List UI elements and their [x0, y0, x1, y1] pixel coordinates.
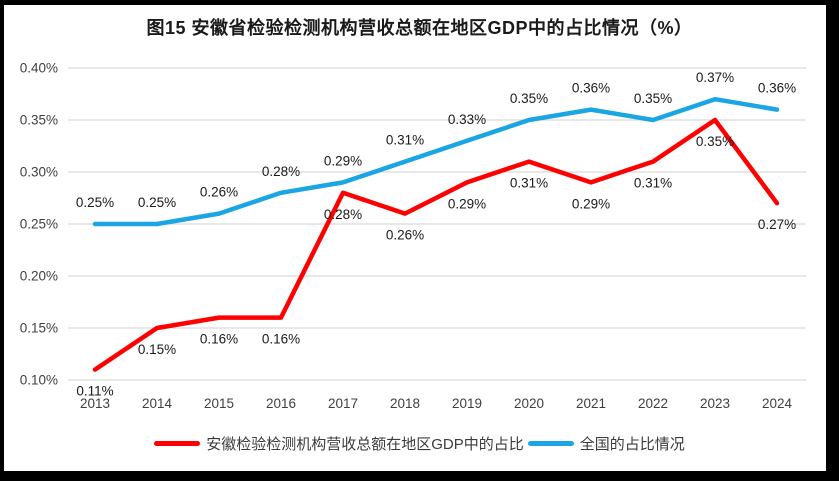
- y-axis-tick-label: 0.20%: [20, 269, 58, 284]
- data-point-label: 0.31%: [634, 176, 672, 191]
- x-axis-tick-label: 2015: [204, 396, 234, 411]
- legend-item-national: 全国的占比情况: [527, 433, 685, 454]
- x-axis-tick-label: 2024: [762, 396, 793, 411]
- legend-label-national: 全国的占比情况: [579, 436, 685, 453]
- data-point-label: 0.11%: [76, 384, 113, 399]
- data-point-label: 0.35%: [510, 91, 548, 106]
- data-point-label: 0.26%: [386, 228, 424, 243]
- x-axis-tick-label: 2022: [638, 396, 668, 411]
- anhui-series-line: [92, 117, 780, 372]
- x-axis-tick-label: 2020: [514, 396, 544, 411]
- data-point-label: 0.29%: [572, 196, 610, 211]
- data-point-label: 0.16%: [200, 332, 238, 347]
- data-point-label: 0.28%: [324, 207, 362, 222]
- data-point-label: 0.16%: [262, 332, 300, 347]
- y-axis-tick-label: 0.30%: [20, 165, 58, 180]
- data-point-label: 0.36%: [758, 81, 796, 96]
- y-axis-tick-label: 0.35%: [20, 113, 58, 128]
- x-axis-tick-label: 2014: [142, 396, 173, 411]
- data-point-label: 0.36%: [572, 81, 610, 96]
- legend-label-anhui: 安徽检验检测机构营收总额在地区GDP中的占比: [206, 436, 524, 453]
- data-point-label: 0.26%: [200, 185, 238, 200]
- y-axis-tick-label: 0.15%: [20, 321, 58, 336]
- x-axis-tick-label: 2018: [390, 396, 420, 411]
- chart-title: 图15 安徽省检验检测机构营收总额在地区GDP中的占比情况（%）: [146, 18, 693, 38]
- data-point-label: 0.31%: [510, 176, 548, 191]
- y-axis-tick-label: 0.40%: [20, 61, 58, 76]
- chart-legend: 安徽检验检测机构营收总额在地区GDP中的占比 全国的占比情况: [0, 433, 839, 454]
- data-point-label: 0.35%: [634, 91, 672, 106]
- anhui-line-swatch: [154, 441, 201, 446]
- data-point-label: 0.15%: [138, 342, 176, 357]
- legend-item-anhui: 安徽检验检测机构营收总额在地区GDP中的占比: [154, 433, 524, 454]
- national-line-swatch: [527, 441, 574, 446]
- x-axis-tick-label: 2023: [700, 396, 730, 411]
- data-point-label: 0.25%: [138, 195, 176, 210]
- data-point-label: 0.25%: [76, 195, 114, 210]
- y-axis-tick-label: 0.10%: [20, 373, 58, 388]
- data-point-label: 0.29%: [448, 196, 486, 211]
- x-axis-tick-label: 2021: [576, 396, 606, 411]
- data-point-label: 0.37%: [696, 70, 734, 85]
- data-point-label: 0.28%: [262, 164, 300, 179]
- data-point-label: 0.29%: [324, 153, 362, 168]
- x-axis-tick-label: 2013: [80, 396, 110, 411]
- national-series-line: [92, 96, 780, 227]
- data-point-label: 0.33%: [448, 112, 486, 127]
- data-point-label: 0.27%: [758, 217, 796, 232]
- y-axis-tick-label: 0.25%: [20, 217, 58, 232]
- x-axis-tick-label: 2016: [266, 396, 296, 411]
- x-axis-tick-label: 2019: [452, 396, 482, 411]
- x-axis-tick-label: 2017: [328, 396, 358, 411]
- data-point-label: 0.35%: [696, 134, 734, 149]
- data-point-label: 0.31%: [386, 133, 424, 148]
